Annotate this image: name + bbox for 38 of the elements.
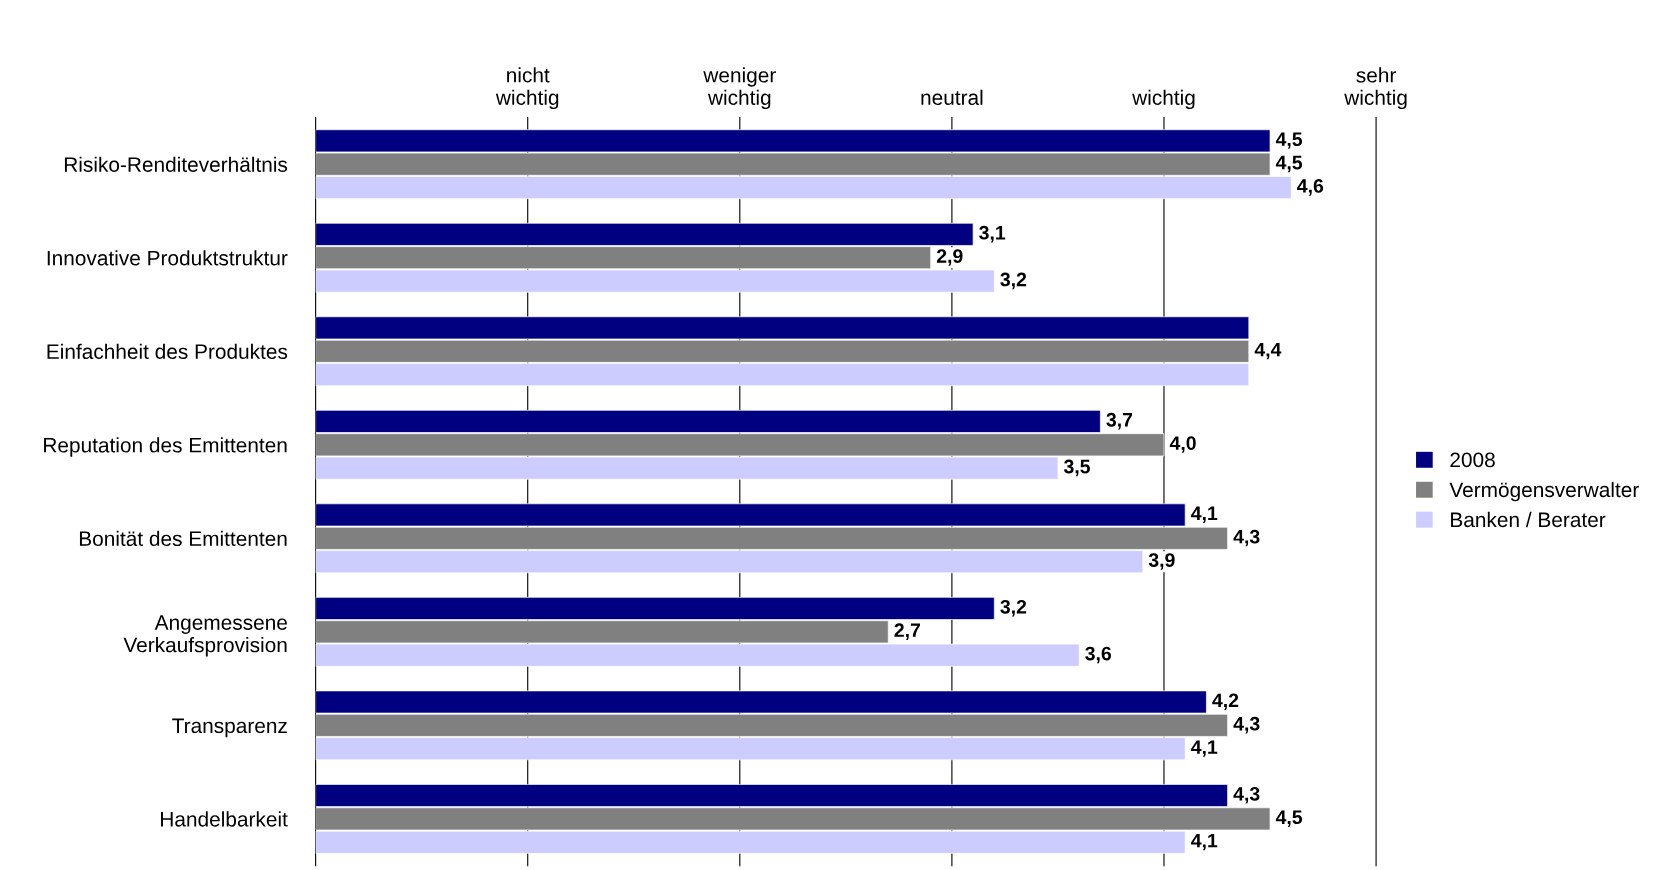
legend-label: Banken / Berater <box>1451 511 1606 528</box>
y-tick-label: Transparenz <box>172 718 287 738</box>
data-label: 4,5 <box>1275 810 1303 827</box>
data-label: 3,2 <box>1000 599 1027 617</box>
data-label: 2,9 <box>936 249 963 266</box>
data-label: 3,1 <box>979 225 1006 243</box>
data-label: 4,3 <box>1233 786 1260 804</box>
data-label: 4,2 <box>1212 693 1239 711</box>
ref-line-label: neutral <box>921 89 983 105</box>
data-label: 4,1 <box>1191 833 1218 851</box>
data-label: 3,7 <box>1106 412 1133 430</box>
data-label: 4,1 <box>1191 740 1218 757</box>
data-label: 4,5 <box>1275 155 1303 173</box>
data-label: 4,1 <box>1191 506 1218 523</box>
data-label: 4,3 <box>1233 716 1260 734</box>
ref-line-label: weniger wichtig <box>703 67 776 110</box>
y-tick-label: Angemessene Verkaufsprovision <box>123 615 287 657</box>
ref-line-label: sehr wichtig <box>1344 67 1407 110</box>
data-label: 3,2 <box>1000 272 1027 290</box>
y-tick-label: Handelbarkeit <box>161 811 288 827</box>
data-label: 2,7 <box>894 623 920 640</box>
ref-line-label: nicht wichtig <box>495 67 559 110</box>
data-label: 3,6 <box>1085 646 1112 664</box>
ref-line-label: wichtig <box>1132 89 1195 110</box>
y-tick-label: Risiko-Renditeverhältnis <box>64 156 288 172</box>
data-label: 3,9 <box>1148 553 1175 570</box>
y-tick-label: Bonität des Emittenten <box>79 530 287 547</box>
y-tick-label: Innovative Produktstruktur <box>47 250 288 266</box>
legend-label: Vermögensverwalter <box>1449 481 1639 502</box>
data-label: 3,5 <box>1063 459 1090 477</box>
data-label: 4,6 <box>1297 179 1324 196</box>
y-tick-label: Reputation des Emittenten <box>44 437 287 457</box>
data-label: 4,4 <box>1254 342 1282 360</box>
data-label: 4,3 <box>1233 529 1260 547</box>
y-tick-label: Einfachheit des Produktes <box>47 343 288 360</box>
data-label: 4,0 <box>1169 436 1196 453</box>
legend-label: 2008 <box>1450 452 1495 468</box>
data-label: 4,5 <box>1275 132 1303 149</box>
